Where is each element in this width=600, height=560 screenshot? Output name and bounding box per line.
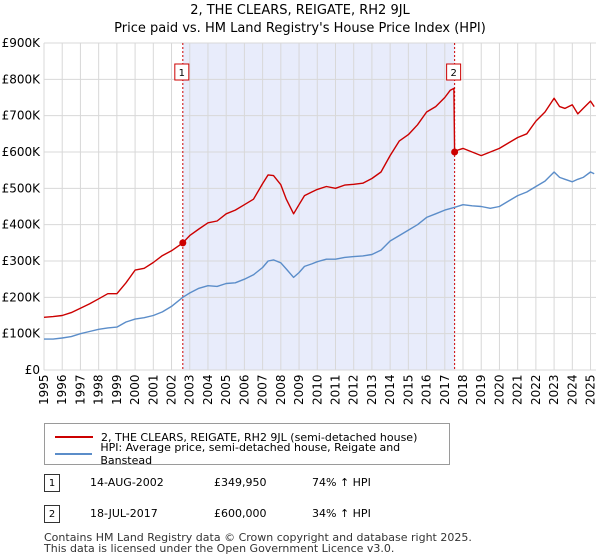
- x-tick-label: 2010: [310, 374, 324, 405]
- legend-label-property: 2, THE CLEARS, REIGATE, RH2 9JL (semi-de…: [101, 430, 418, 444]
- x-tick-label: 2018: [456, 374, 470, 405]
- y-tick-label: £800K: [2, 72, 42, 86]
- transaction-price: £349,950: [214, 476, 267, 489]
- x-tick-label: 2007: [256, 374, 270, 405]
- transaction-date: 14-AUG-2002: [90, 476, 164, 489]
- hpi-line-swatch: [55, 453, 93, 455]
- x-tick-label: 2006: [237, 374, 251, 405]
- y-tick-label: £0: [25, 363, 40, 377]
- footer: Contains HM Land Registry data © Crown c…: [44, 532, 472, 554]
- x-tick-label: 2002: [165, 374, 179, 405]
- y-tick-label: £100K: [2, 327, 42, 341]
- sale-marker-label: 2: [450, 68, 456, 79]
- transaction-date: 18-JUL-2017: [90, 507, 158, 520]
- x-tick-label: 2009: [292, 374, 306, 405]
- y-tick-label: £300K: [2, 254, 42, 268]
- x-tick-label: 2015: [401, 374, 415, 405]
- transaction-hpi-change: 74% ↑ HPI: [312, 476, 371, 489]
- y-tick-label: £900K: [2, 36, 42, 50]
- x-tick-label: 1996: [55, 374, 69, 405]
- y-tick-label: £400K: [2, 218, 42, 232]
- x-tick-label: 2017: [438, 374, 452, 405]
- sale-marker-box: [174, 63, 190, 81]
- x-tick-label: 2014: [383, 374, 397, 405]
- y-tick-label: £700K: [2, 109, 42, 123]
- y-tick-label: £500K: [2, 181, 42, 195]
- x-tick-label: 2020: [492, 374, 506, 405]
- x-tick-label: 1995: [37, 374, 51, 405]
- x-tick-label: 2022: [529, 374, 543, 405]
- legend: 2, THE CLEARS, REIGATE, RH2 9JL (semi-de…: [44, 423, 450, 467]
- property-price-line: [43, 87, 595, 318]
- ownership-shaded-region: [182, 43, 455, 370]
- transaction-price: £600,000: [214, 507, 267, 520]
- x-tick-label: 1997: [73, 374, 87, 405]
- transaction-number-badge: 2: [44, 505, 60, 523]
- x-tick-label: 2023: [547, 374, 561, 405]
- sale-marker-label: 1: [179, 68, 185, 79]
- sale-point: [179, 239, 187, 247]
- x-tick-label: 2004: [201, 374, 215, 405]
- footer-licence: This data is licensed under the Open Gov…: [44, 542, 395, 555]
- legend-label-hpi: HPI: Average price, semi-detached house,…: [100, 441, 401, 467]
- sale-marker-box: [446, 63, 462, 81]
- x-tick-label: 2019: [474, 374, 488, 405]
- x-tick-label: 2001: [146, 374, 160, 405]
- y-tick-label: £200K: [2, 290, 42, 304]
- x-tick-label: 2008: [274, 374, 288, 405]
- transaction-hpi-change: 34% ↑ HPI: [312, 507, 371, 520]
- x-tick-label: 2024: [565, 374, 579, 405]
- x-tick-label: 2021: [511, 374, 525, 405]
- price-chart: 1 2 £0 £100K £200K £300K £400K £500K £600K £700K £…: [2, 36, 598, 405]
- chart-subtitle: Price paid vs. HM Land Registry's House …: [114, 21, 486, 36]
- x-tick-label: 2025: [584, 374, 598, 405]
- transaction-number-badge: 1: [44, 474, 60, 492]
- x-tick-label: 1999: [110, 374, 124, 405]
- x-tick-label: 2012: [347, 374, 361, 405]
- y-tick-label: £600K: [2, 145, 42, 159]
- legend-item-hpi: HPI: Average price, semi-detached house,…: [55, 441, 449, 467]
- x-tick-label: 2016: [420, 374, 434, 405]
- legend-item-property: 2, THE CLEARS, REIGATE, RH2 9JL (semi-de…: [55, 429, 417, 445]
- hpi-line: [44, 171, 595, 340]
- x-tick-label: 1998: [92, 374, 106, 405]
- x-tick-label: 2000: [128, 374, 142, 405]
- x-tick-label: 2013: [365, 374, 379, 405]
- sale-point: [451, 148, 459, 156]
- x-tick-label: 2003: [183, 374, 197, 405]
- property-line-swatch: [55, 436, 93, 438]
- chart-title: 2, THE CLEARS, REIGATE, RH2 9JL: [190, 3, 410, 18]
- x-tick-label: 2011: [328, 374, 342, 405]
- footer-copyright: Contains HM Land Registry data © Crown c…: [44, 531, 472, 544]
- x-tick-label: 2005: [219, 374, 233, 405]
